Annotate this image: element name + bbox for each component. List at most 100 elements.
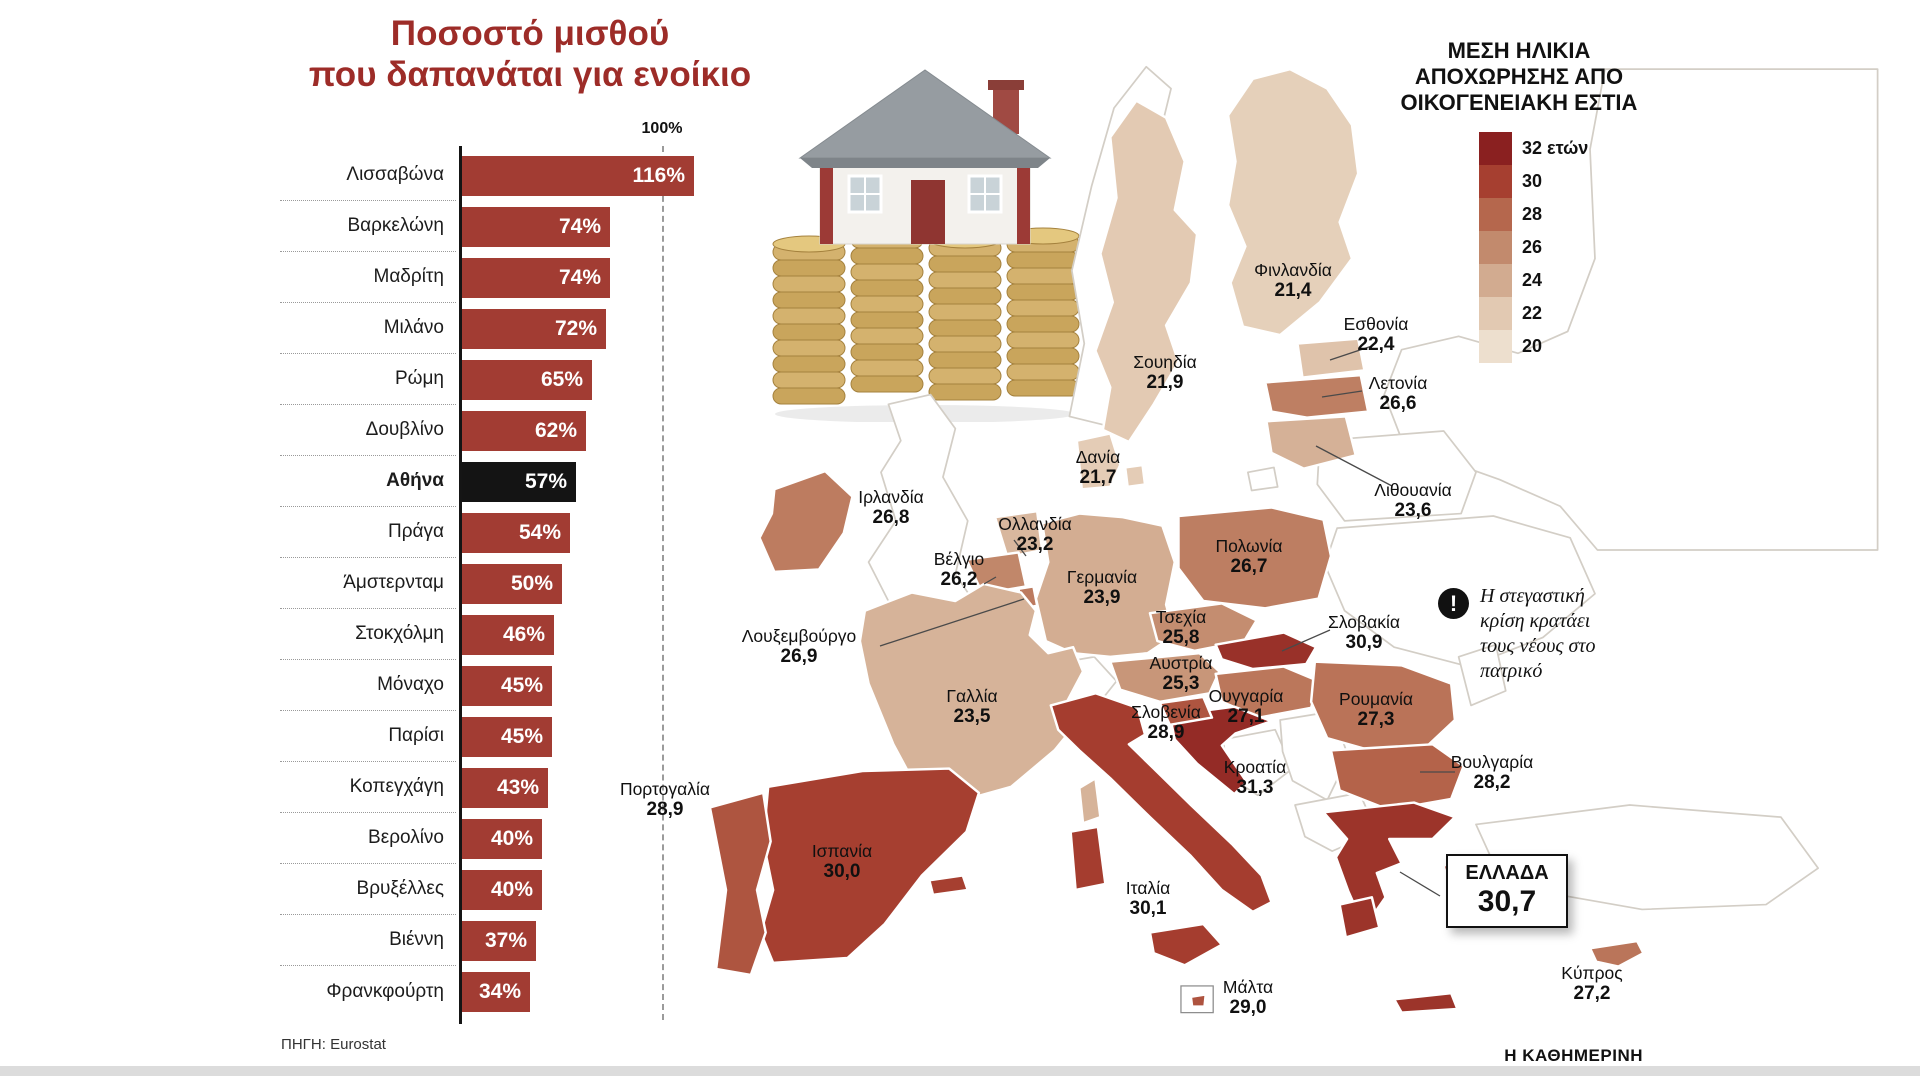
bar-value-label: 45% <box>500 673 543 697</box>
bar-row: Δουβλίνο 62% <box>280 405 880 456</box>
bar-row: Άμστερνταμ 50% <box>280 558 880 609</box>
bar: 65% <box>462 359 592 400</box>
bar-row: Μόναχο 45% <box>280 660 880 711</box>
legend-row: 28 <box>1479 198 1588 231</box>
legend-title-line2: ΑΠΟΧΩΡΗΣΗΣ ΑΠΟ <box>1414 63 1624 89</box>
bar-value-label: 43% <box>496 775 539 799</box>
legend-label: 32 ετών <box>1522 138 1589 158</box>
bar: 34% <box>462 971 530 1012</box>
legend-label: 26 <box>1522 237 1543 257</box>
bar-city-label: Άμστερνταμ <box>280 558 456 609</box>
legend-swatch <box>1479 165 1512 198</box>
color-scale-legend: 32 ετών 30 28 26 24 22 20 <box>1479 132 1588 363</box>
bar-city-label: Βαρκελώνη <box>280 201 456 252</box>
map-country-croatia <box>1168 705 1273 796</box>
legend-swatch <box>1479 198 1512 231</box>
map-country-spain <box>759 767 981 965</box>
bar-city-label: Μαδρίτη <box>280 252 456 303</box>
legend-row: 30 <box>1479 165 1588 198</box>
map-country-balearics <box>928 874 969 897</box>
bar-value-label: 116% <box>632 163 685 187</box>
bar: 45% <box>462 665 552 706</box>
map-noneu-moldova <box>1457 643 1507 707</box>
greece-callout-name: ΕΛΛΑΔΑ <box>1465 862 1549 884</box>
map-country-bulgaria <box>1329 743 1465 812</box>
legend-swatch <box>1479 264 1512 297</box>
bar-city-label: Δουβλίνο <box>280 405 456 456</box>
bar-city-label: Κοπεγχάγη <box>280 762 456 813</box>
map-country-crete <box>1392 992 1459 1014</box>
greece-callout-value: 30,7 <box>1477 885 1537 918</box>
house-icon <box>798 69 1052 245</box>
bar-row: Στοκχόλμη 46% <box>280 609 880 660</box>
map-country-sweden <box>1094 99 1199 444</box>
bar-value-label: 45% <box>500 724 543 748</box>
exclamation-icon: ! <box>1438 588 1469 619</box>
bar-city-label: Ρώμη <box>280 354 456 405</box>
house-on-coins-illustration <box>772 56 1080 422</box>
bottom-divider-strip <box>0 1066 1920 1076</box>
source-note: ΠΗΓΗ: Eurostat <box>281 1036 386 1053</box>
bar: 74% <box>462 206 610 247</box>
page-title: Ποσοστό μισθού που δαπανάται για ενοίκιο <box>240 14 820 95</box>
bar-city-label: Στοκχόλμη <box>280 609 456 660</box>
legend-label: 24 <box>1522 270 1543 290</box>
bar-row: Παρίσι 45% <box>280 711 880 762</box>
legend-row: 20 <box>1479 330 1588 363</box>
bar-value-label: 40% <box>490 877 533 901</box>
bar: 72% <box>462 308 606 349</box>
bar-value-label: 57% <box>524 469 567 493</box>
bar-value-label: 50% <box>510 571 553 595</box>
bar: 62% <box>462 410 586 451</box>
bar-row: Βαρκελώνη 74% <box>280 201 880 252</box>
bar-row: Βιέννη 37% <box>280 915 880 966</box>
bar-city-label: Πράγα <box>280 507 456 558</box>
publisher-brand: Η ΚΑΘΗΜΕΡΙΝΗ <box>1504 1046 1643 1065</box>
bar-row: Πράγα 54% <box>280 507 880 558</box>
map-country-estonia <box>1296 337 1366 379</box>
map-country-austria <box>1109 652 1221 703</box>
page-title-line1: Ποσοστό μισθού <box>390 14 670 53</box>
bar: 40% <box>462 818 542 859</box>
bar: 50% <box>462 563 562 604</box>
axis-100-label: 100% <box>641 120 683 137</box>
legend-title-line3: ΟΙΚΟΓΕΝΕΙΑΚΗ ΕΣΤΙΑ <box>1400 89 1638 115</box>
bar-value-label: 72% <box>554 316 597 340</box>
map-country-sardinia <box>1069 825 1107 892</box>
map-legend-title: ΜΕΣΗ ΗΛΙΚΙΑ ΑΠΟΧΩΡΗΣΗΣ ΑΠΟ ΟΙΚΟΓΕΝΕΙΑΚΗ … <box>1339 38 1699 116</box>
legend-swatch <box>1479 330 1512 363</box>
bar-city-label: Παρίσι <box>280 711 456 762</box>
bar-value-label: 37% <box>484 928 527 952</box>
legend-row: 22 <box>1479 297 1588 330</box>
bar-city-label: Βερολίνο <box>280 813 456 864</box>
bar-value-label: 62% <box>534 418 577 442</box>
bar: 57% <box>462 461 576 502</box>
map-country-slovenia <box>1158 695 1214 727</box>
bar-row: Φρανκφούρτη 34% <box>280 966 880 1017</box>
map-country-malta <box>1189 993 1207 1008</box>
bar-value-label: 40% <box>490 826 533 850</box>
legend-label: 28 <box>1522 204 1543 224</box>
bar-row: Κοπεγχάγη 43% <box>280 762 880 813</box>
map-country-cyprus <box>1588 939 1645 968</box>
bar: 43% <box>462 767 548 808</box>
bar: 37% <box>462 920 536 961</box>
bar-row: Ρώμη 65% <box>280 354 880 405</box>
map-country-corsica <box>1078 777 1102 825</box>
map-country-latvia <box>1264 373 1370 419</box>
map-country-romania <box>1309 660 1457 752</box>
map-country-sicily <box>1148 922 1224 967</box>
legend-row: 24 <box>1479 264 1588 297</box>
map-country-poland <box>1177 506 1333 610</box>
bar-value-label: 74% <box>558 214 601 238</box>
bar-row: Βερολίνο 40% <box>280 813 880 864</box>
map-country-hungary <box>1214 665 1320 719</box>
bar: 74% <box>462 257 610 298</box>
hundred-percent-gridline <box>662 146 664 1020</box>
legend-label: 20 <box>1522 336 1543 356</box>
legend-row: 26 <box>1479 231 1588 264</box>
bar-row: Λισσαβώνα 116% <box>280 150 880 201</box>
legend-swatch <box>1479 297 1512 330</box>
map-country-denmark <box>1075 432 1122 491</box>
bar-city-label: Αθήνα <box>280 456 456 507</box>
